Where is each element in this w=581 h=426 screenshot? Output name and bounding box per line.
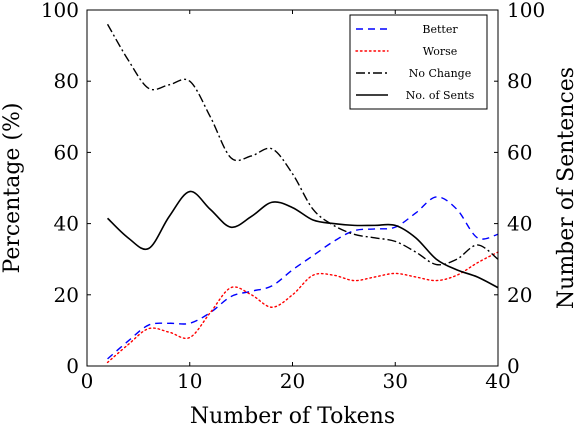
legend-label-better: Better xyxy=(422,23,458,36)
y-tick-label-right: 20 xyxy=(507,283,532,307)
y-tick-label-right: 0 xyxy=(507,354,520,378)
y-tick-label-left: 40 xyxy=(54,212,79,236)
y-axis-title-left: Percentage (%) xyxy=(0,103,25,274)
legend: Better Worse No Change No. of Sents xyxy=(349,14,488,110)
y-tick-label-left: 80 xyxy=(54,69,79,93)
y-tick-label-left: 20 xyxy=(54,283,79,307)
legend-box xyxy=(349,14,488,110)
series-layer xyxy=(106,23,499,364)
series-line-worse xyxy=(106,251,499,364)
y-axis-title-right: Number of Sentences xyxy=(554,67,579,309)
y-tick-label-left: 0 xyxy=(66,354,79,378)
y-tick-label-left: 100 xyxy=(41,0,79,22)
x-tick-label: 10 xyxy=(177,369,202,393)
y-tick-label-left: 60 xyxy=(54,140,79,164)
plot-frame xyxy=(86,9,499,367)
y-tick-label-right: 80 xyxy=(507,69,532,93)
x-tick-label: 20 xyxy=(280,369,305,393)
legend-label-no-of-sents: No. of Sents xyxy=(406,89,475,102)
y-tick-label-right: 40 xyxy=(507,212,532,236)
series-line-no-of-sents xyxy=(106,190,499,289)
x-tick-label: 0 xyxy=(81,369,94,393)
series-line-better xyxy=(107,196,499,360)
x-tick-label: 40 xyxy=(485,369,510,393)
y-tick-label-right: 100 xyxy=(507,0,545,22)
y-tick-label-right: 60 xyxy=(507,140,532,164)
series-line-no-change xyxy=(106,23,499,266)
legend-label-worse: Worse xyxy=(423,45,458,58)
x-axis-title: Number of Tokens xyxy=(190,404,395,426)
legend-label-no-change: No Change xyxy=(409,67,471,80)
x-tick-label: 30 xyxy=(383,369,408,393)
